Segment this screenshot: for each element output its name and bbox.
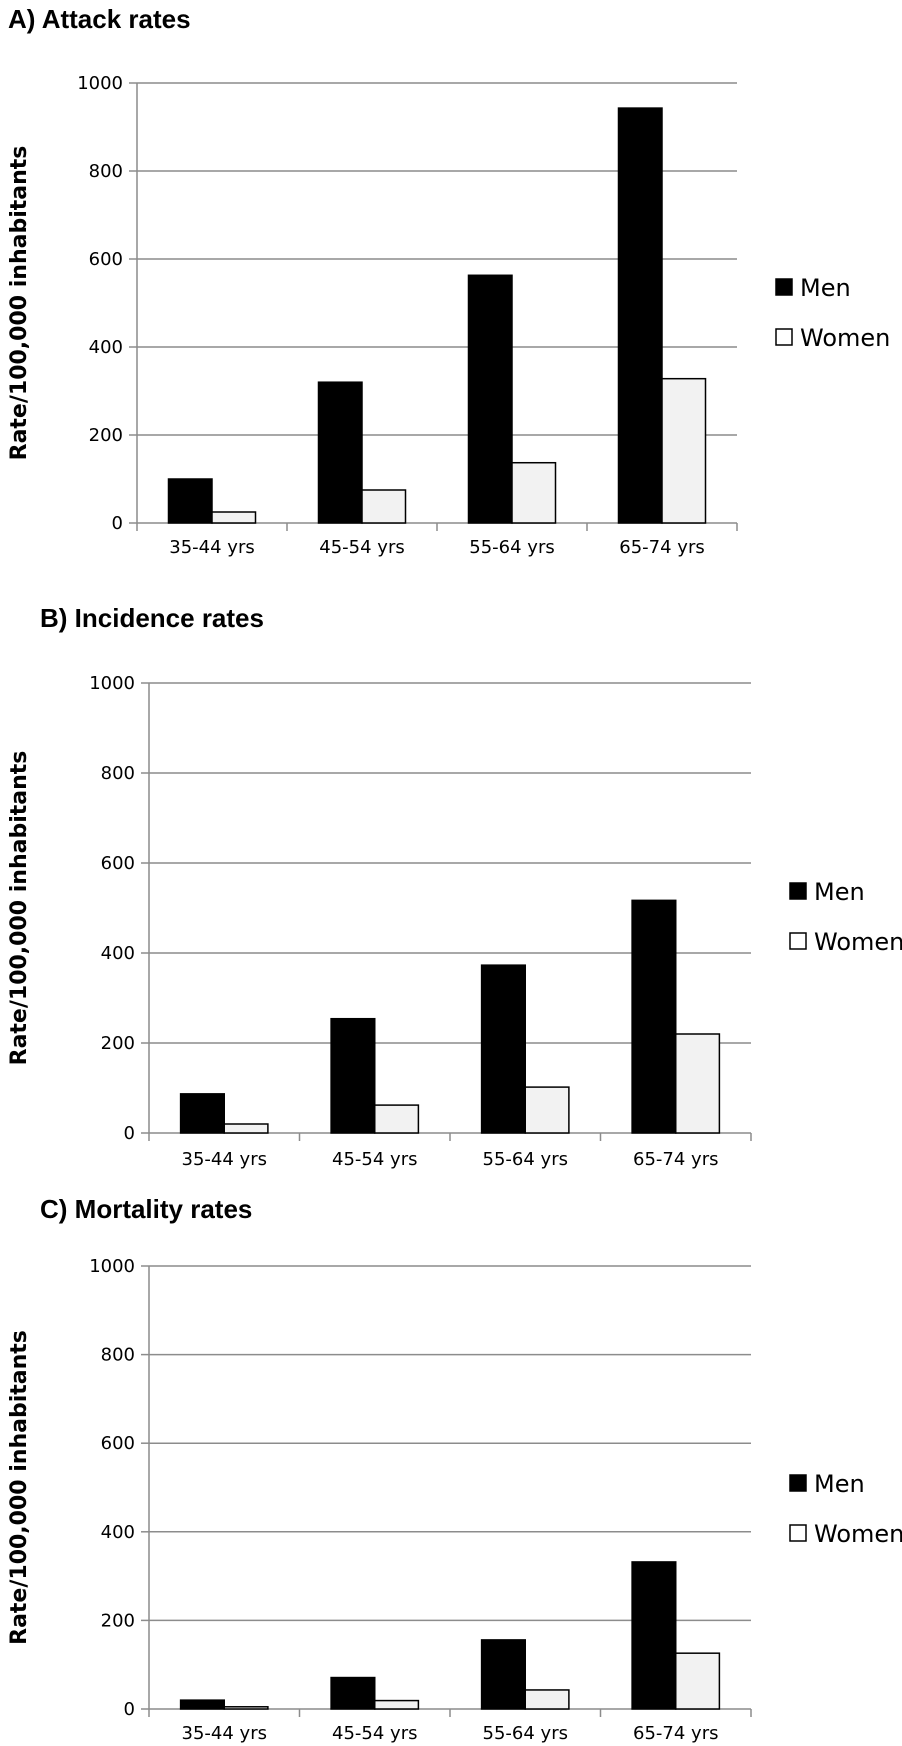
chart-0-legend-swatch-women bbox=[775, 328, 793, 346]
chart-2-y-tick-label: 200 bbox=[101, 1610, 135, 1631]
chart-1-bar-women bbox=[675, 1033, 721, 1134]
chart-1-y-tick-label: 400 bbox=[101, 943, 135, 964]
chart-1-bar-women bbox=[374, 1104, 420, 1134]
chart-2-x-tick-label: 45-54 yrs bbox=[332, 1723, 417, 1744]
chart-1-y-tick-label: 800 bbox=[101, 763, 135, 784]
chart-0-y-tick-label: 0 bbox=[112, 513, 123, 534]
chart-1-title: B) Incidence rates bbox=[40, 603, 264, 633]
chart-2-legend-swatch-men bbox=[789, 1474, 807, 1492]
chart-0-y-tick-label: 600 bbox=[89, 249, 123, 270]
chart-0-x-tick-label: 55-64 yrs bbox=[469, 537, 554, 558]
chart-2-y-tick-label: 1000 bbox=[89, 1256, 135, 1277]
chart-2-y-tick-label: 0 bbox=[124, 1699, 135, 1720]
chart-0-y-tick-label: 200 bbox=[89, 425, 123, 446]
chart-0-bar-women bbox=[211, 511, 257, 524]
chart-2-bar-men bbox=[330, 1676, 376, 1710]
chart-0-x-tick-label: 45-54 yrs bbox=[319, 537, 404, 558]
chart-0-y-tick-label: 400 bbox=[89, 337, 123, 358]
chart-2-legend-label-men: Men bbox=[814, 1470, 865, 1498]
chart-2-legend-swatch-women bbox=[789, 1524, 807, 1542]
chart-0-y-tick-label: 800 bbox=[89, 161, 123, 182]
chart-1-bar-men bbox=[330, 1017, 376, 1134]
chart-2-y-tick-label: 400 bbox=[101, 1522, 135, 1543]
chart-1-bar-women bbox=[524, 1086, 570, 1134]
chart-0-bar-men bbox=[167, 478, 213, 524]
chart-0-title: A) Attack rates bbox=[8, 4, 191, 34]
chart-1-y-tick-label: 0 bbox=[124, 1123, 135, 1144]
chart-1-legend-swatch-women bbox=[789, 932, 807, 950]
chart-0-bar-women bbox=[511, 461, 557, 524]
chart-0-x-tick-label: 65-74 yrs bbox=[619, 537, 704, 558]
chart-1-x-tick-label: 35-44 yrs bbox=[182, 1149, 267, 1170]
chart-0-legend-label-women: Women bbox=[800, 324, 890, 352]
chart-0-bar-women bbox=[661, 377, 707, 524]
chart-1-legend-label-men: Men bbox=[814, 878, 865, 906]
chart-2-x-tick-label: 35-44 yrs bbox=[182, 1723, 267, 1744]
chart-0-legend-swatch-men bbox=[775, 278, 793, 296]
chart-2-x-tick-label: 55-64 yrs bbox=[483, 1723, 568, 1744]
chart-2-bar-women bbox=[675, 1652, 721, 1710]
chart-2-bar-men bbox=[631, 1561, 677, 1710]
chart-1-x-tick-label: 65-74 yrs bbox=[633, 1149, 718, 1170]
chart-1-y-tick-label: 200 bbox=[101, 1033, 135, 1054]
chart-1-bar-men bbox=[631, 899, 677, 1134]
chart-1-bar-men bbox=[179, 1093, 225, 1134]
chart-0-bar-women bbox=[361, 489, 407, 524]
chart-1-bar-women bbox=[223, 1123, 269, 1134]
chart-1-y-tick-label: 1000 bbox=[89, 673, 135, 694]
chart-1-x-tick-label: 55-64 yrs bbox=[483, 1149, 568, 1170]
chart-2-y-tick-label: 800 bbox=[101, 1345, 135, 1366]
chart-1-legend-swatch-men bbox=[789, 882, 807, 900]
chart-1-y-tick-label: 600 bbox=[101, 853, 135, 874]
chart-2-y-axis-title: Rate/100,000 inhabitants bbox=[7, 1330, 32, 1645]
chart-0-legend-label-men: Men bbox=[800, 274, 851, 302]
chart-2-legend-label-women: Women bbox=[814, 1520, 902, 1548]
chart-1-bar-men bbox=[480, 964, 527, 1134]
chart-2-title: C) Mortality rates bbox=[40, 1194, 252, 1224]
chart-1-y-axis-title: Rate/100,000 inhabitants bbox=[7, 751, 32, 1066]
chart-0-bar-men bbox=[467, 274, 513, 524]
chart-2-x-tick-label: 65-74 yrs bbox=[633, 1723, 718, 1744]
chart-0-bar-men bbox=[317, 381, 363, 524]
chart-0-bar-men bbox=[617, 107, 663, 524]
chart-0-y-axis-title: Rate/100,000 inhabitants bbox=[7, 146, 32, 461]
chart-2-bar-women bbox=[374, 1699, 420, 1710]
chart-1-x-tick-label: 45-54 yrs bbox=[332, 1149, 417, 1170]
chart-1-legend-label-women: Women bbox=[814, 928, 902, 956]
chart-2-bar-women bbox=[524, 1689, 570, 1710]
chart-2-y-tick-label: 600 bbox=[101, 1433, 135, 1454]
chart-2-bar-women bbox=[223, 1706, 269, 1710]
chart-0-y-tick-label: 1000 bbox=[77, 73, 123, 94]
chart-2-bar-men bbox=[179, 1699, 225, 1710]
chart-0-x-tick-label: 35-44 yrs bbox=[169, 537, 254, 558]
chart-2-bar-men bbox=[480, 1639, 527, 1710]
